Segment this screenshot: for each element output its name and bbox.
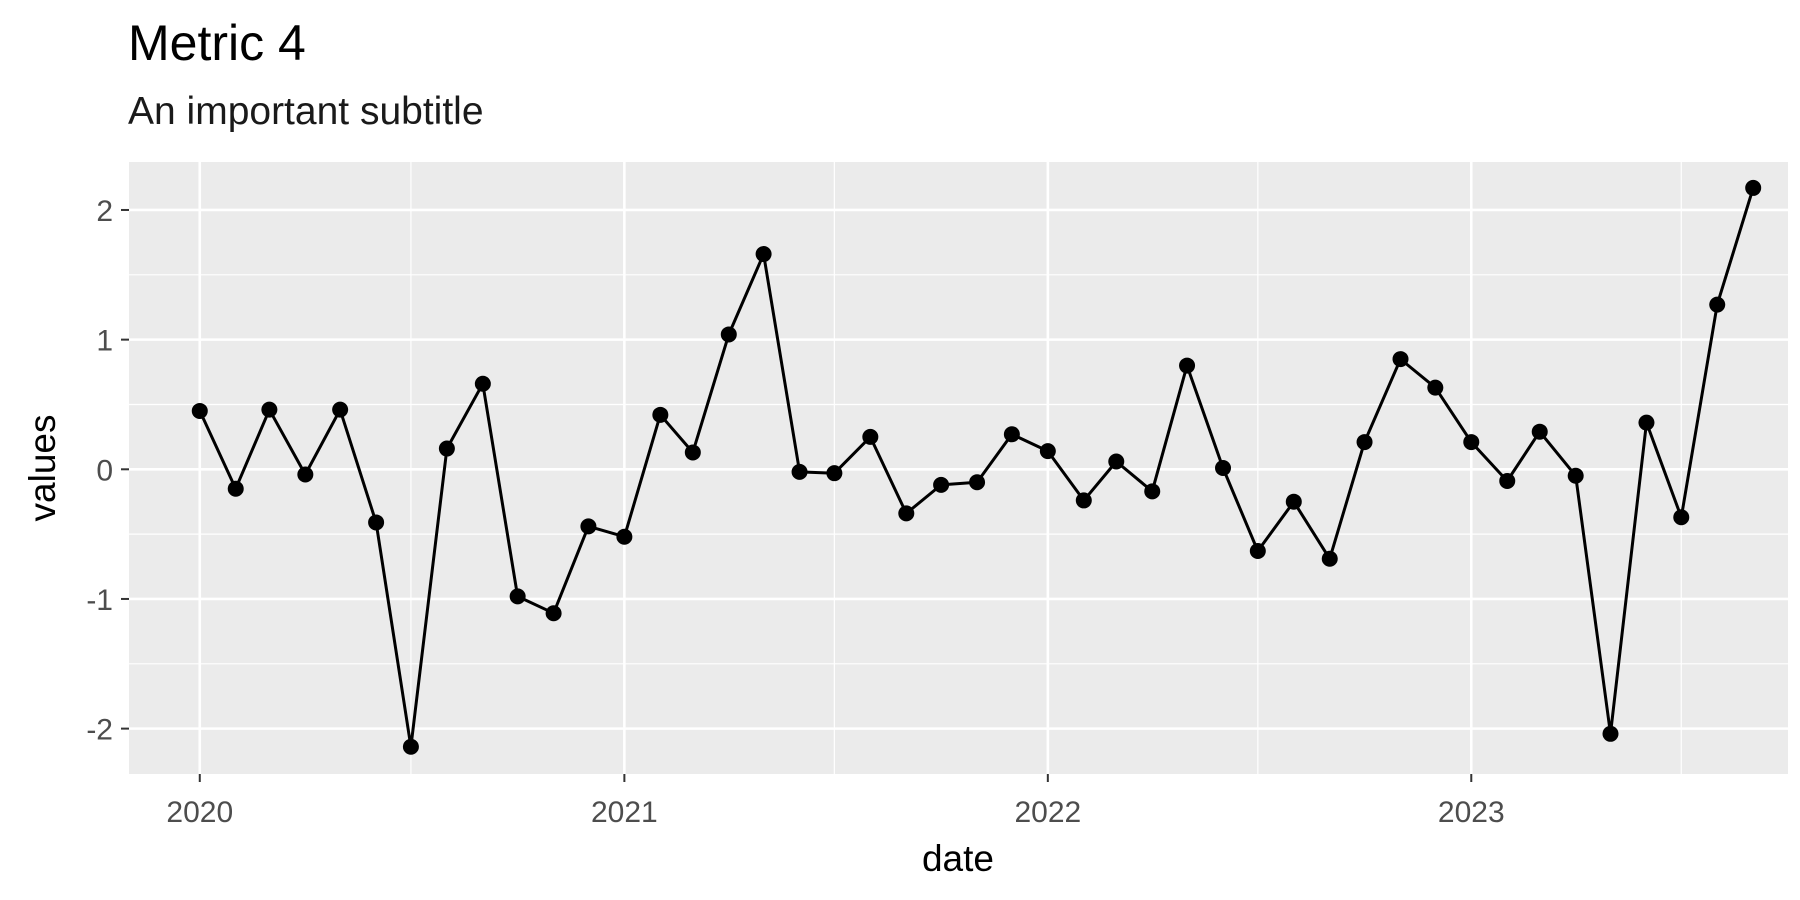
data-point bbox=[191, 402, 208, 419]
series-layer bbox=[191, 179, 1762, 755]
y-tick-label: 0 bbox=[96, 454, 113, 487]
x-tick-label: 2022 bbox=[1014, 796, 1081, 829]
data-point bbox=[898, 505, 915, 522]
data-point bbox=[1179, 357, 1196, 374]
data-point bbox=[402, 738, 419, 755]
data-point bbox=[438, 440, 455, 457]
data-point bbox=[580, 518, 597, 535]
x-tick-label: 2021 bbox=[591, 796, 658, 829]
data-point bbox=[297, 466, 314, 483]
data-point bbox=[652, 406, 669, 423]
data-point bbox=[826, 465, 843, 482]
chart-subtitle: An important subtitle bbox=[128, 90, 484, 133]
data-point bbox=[616, 528, 633, 545]
data-point bbox=[862, 428, 879, 445]
data-point bbox=[368, 514, 385, 531]
data-point bbox=[1321, 550, 1338, 567]
data-point bbox=[1567, 467, 1584, 484]
data-point bbox=[509, 588, 526, 605]
data-point bbox=[1709, 296, 1726, 313]
data-point bbox=[1531, 423, 1548, 440]
data-point bbox=[1215, 460, 1232, 476]
data-point bbox=[720, 326, 737, 343]
data-point bbox=[1144, 483, 1161, 500]
data-point bbox=[474, 375, 491, 392]
data-point bbox=[791, 463, 808, 480]
y-tick-label: -2 bbox=[86, 714, 113, 747]
data-point bbox=[227, 480, 244, 497]
data-point bbox=[1392, 351, 1409, 368]
y-tick-label: 1 bbox=[96, 325, 113, 358]
data-point bbox=[1673, 509, 1690, 526]
data-point bbox=[1356, 434, 1373, 451]
data-point bbox=[1249, 542, 1266, 559]
data-point bbox=[1003, 426, 1020, 443]
data-point bbox=[1108, 453, 1125, 470]
data-point bbox=[755, 246, 772, 263]
data-point bbox=[684, 444, 701, 461]
x-tick-label: 2023 bbox=[1438, 796, 1505, 829]
data-point bbox=[933, 476, 950, 493]
data-point bbox=[332, 401, 349, 418]
data-point bbox=[1285, 493, 1302, 510]
data-point bbox=[261, 401, 278, 418]
x-tick-label: 2020 bbox=[166, 796, 233, 829]
data-point bbox=[1427, 379, 1444, 396]
x-axis-title: date bbox=[922, 838, 994, 879]
data-point bbox=[969, 474, 986, 491]
y-tick-label: 2 bbox=[96, 195, 113, 228]
major-gridlines bbox=[129, 162, 1788, 774]
data-point bbox=[1499, 472, 1516, 489]
data-point bbox=[1745, 179, 1762, 196]
y-tick-label: -1 bbox=[86, 584, 113, 617]
data-point bbox=[1075, 492, 1092, 509]
data-point bbox=[545, 605, 562, 622]
data-point bbox=[1638, 414, 1655, 431]
data-point bbox=[1463, 434, 1480, 451]
data-point bbox=[1602, 725, 1619, 742]
axes: 2020 2021 2022 2023 2 1 0 -1 -2 bbox=[86, 195, 1504, 829]
data-point bbox=[1039, 443, 1056, 460]
y-axis-title: values bbox=[22, 415, 63, 522]
chart-title: Metric 4 bbox=[128, 15, 306, 71]
